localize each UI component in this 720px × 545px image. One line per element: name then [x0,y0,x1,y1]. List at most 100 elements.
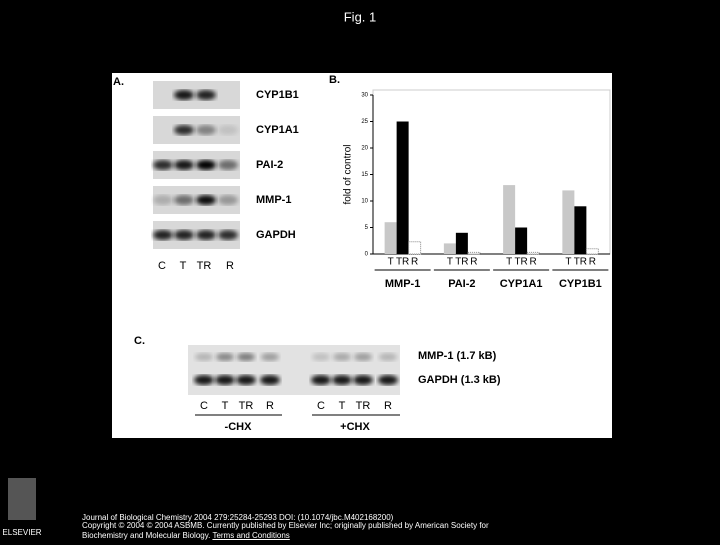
bar [408,241,422,255]
band [218,230,238,240]
band [237,353,255,361]
band [354,353,372,361]
lane-label: C [317,400,325,412]
band [196,160,216,170]
lane-label: T [339,400,346,412]
series-label: TR [396,257,409,268]
band [261,353,279,361]
band [194,375,214,385]
series-label: T [565,257,571,268]
y-tick-label: 5 [365,225,369,231]
copyright-box: Copyright © 2004 © 2004 ASBMB. Currently… [82,521,522,541]
band [153,160,173,170]
band [378,375,398,385]
panel-label: A. [113,76,124,88]
band [218,195,238,205]
slide-title: Fig. 1 [344,9,377,24]
band-label: MMP-1 [256,194,291,206]
band [174,195,194,205]
y-axis-label: fold of control [343,144,354,204]
band-label: GAPDH (1.3 kB) [418,374,501,386]
blot-a [153,81,240,249]
x-tick-label: CYP1A1 [500,278,543,290]
x-tick-label: PAI-2 [448,278,475,290]
lane-label: T [222,400,229,412]
x-tick-label: CYP1B1 [559,278,602,290]
citation: Journal of Biological Chemistry 2004 279… [82,513,394,522]
panel-label: B. [329,74,340,86]
band [174,90,194,100]
band [236,375,256,385]
bar [585,248,599,255]
logo: ELSEVIER [2,478,42,537]
band [260,375,280,385]
bar [396,121,409,254]
y-tick-label: 15 [361,172,368,178]
series-label: T [447,257,453,268]
logo-text: ELSEVIER [2,528,41,537]
lane-label: R [266,400,274,412]
bar [467,251,481,255]
band [153,230,173,240]
blot [188,345,400,395]
series-label: T [388,257,394,268]
band [218,160,238,170]
band [153,195,173,205]
band [196,195,216,205]
lane-label: R [226,260,234,272]
y-tick-label: 30 [361,93,368,99]
series-label: T [506,257,512,268]
series-label: TR [574,257,587,268]
series-label: R [589,257,596,268]
copyright: Copyright © 2004 © 2004 ASBMB. Currently… [82,521,522,541]
y-tick-label: 10 [361,199,368,205]
band [196,125,216,135]
lane-label: TR [197,260,212,272]
series-label: TR [455,257,468,268]
lane-label: T [180,260,187,272]
bar [515,227,528,254]
band [216,353,234,361]
lane-label: R [384,400,392,412]
bar [574,206,587,254]
group-label: -CHX [225,421,253,433]
band [174,230,194,240]
band [218,125,238,135]
bar [526,251,540,255]
band [332,375,352,385]
group-label: +CHX [340,421,370,433]
lane-label: C [200,400,208,412]
band-label: PAI-2 [256,159,283,171]
band [311,375,331,385]
band [312,353,330,361]
band [215,375,235,385]
x-tick-label: MMP-1 [385,278,420,290]
band [174,160,194,170]
series-label: R [470,257,477,268]
series-label: R [411,257,418,268]
copyright-text: Copyright © 2004 © 2004 ASBMB. Currently… [82,521,489,540]
band-label: CYP1A1 [256,124,299,136]
bar [503,185,516,254]
series-label: TR [514,257,527,268]
panel-label: C. [134,335,145,347]
y-tick-label: 25 [361,119,368,125]
lane-label: TR [356,400,371,412]
y-tick-label: 20 [361,146,368,152]
logo-tree [8,478,36,520]
lane-label: TR [239,400,254,412]
bar [562,190,575,254]
lane-label: C [158,260,166,272]
blot-c [188,345,400,395]
bar [384,222,397,254]
bar [443,243,456,254]
y-tick-label: 0 [365,252,369,258]
band [174,125,194,135]
band [379,353,397,361]
terms-link[interactable]: Terms and Conditions [212,531,290,540]
band [196,230,216,240]
band [195,353,213,361]
band [196,90,216,100]
band [353,375,373,385]
